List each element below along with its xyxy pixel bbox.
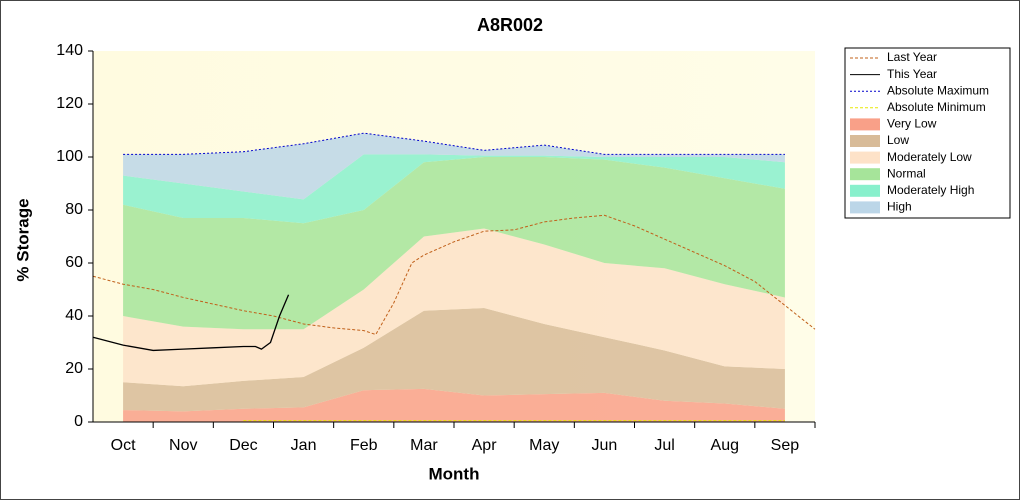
- y-tick-label: 20: [65, 360, 83, 377]
- y-tick-label: 60: [65, 254, 83, 271]
- y-tick-label: 40: [65, 307, 83, 324]
- series-line: [123, 132, 785, 155]
- band-area: [123, 388, 785, 422]
- band-area: [123, 133, 785, 200]
- legend-label: Last Year: [887, 50, 937, 64]
- x-tick-label: Dec: [229, 437, 257, 454]
- x-tick-label: Jul: [654, 437, 674, 454]
- band-area: [123, 157, 785, 330]
- legend-symbol: [850, 135, 880, 147]
- legend-symbol: [850, 168, 880, 181]
- x-tick-label: Oct: [111, 437, 136, 454]
- legend-label: High: [887, 200, 912, 214]
- x-tick-label: Jun: [592, 437, 618, 454]
- series-line: [92, 214, 816, 336]
- legend-symbol: [850, 151, 880, 164]
- legend-symbol: [850, 184, 880, 197]
- x-tick-label: May: [529, 437, 559, 454]
- y-tick-label: 120: [56, 95, 83, 112]
- y-tick-label: 140: [56, 42, 83, 59]
- y-tick-label: 0: [74, 413, 83, 430]
- x-tick-label: Jan: [291, 437, 317, 454]
- x-tick-label: Mar: [410, 437, 438, 454]
- x-axis-label: Month: [429, 464, 480, 483]
- series-line: [92, 294, 290, 352]
- y-tick-label: 100: [56, 148, 83, 165]
- y-tick-label: 80: [65, 201, 83, 218]
- x-tick-label: Aug: [711, 437, 739, 454]
- legend-label: Absolute Minimum: [887, 100, 986, 114]
- legend-label: Moderately Low: [887, 150, 972, 164]
- band-area: [123, 154, 785, 224]
- legend-label: Low: [887, 133, 909, 147]
- legend-label: Absolute Maximum: [887, 83, 989, 97]
- x-tick-label: Apr: [472, 437, 498, 454]
- band-area: [123, 228, 785, 387]
- legend-label: Normal: [887, 166, 926, 180]
- x-tick-label: Feb: [350, 437, 378, 454]
- x-tick-label: Sep: [771, 437, 800, 454]
- x-tick-label: Nov: [169, 437, 197, 454]
- y-axis-label: % Storage: [13, 198, 32, 281]
- legend-label: This Year: [887, 67, 937, 81]
- legend-label: Very Low: [887, 117, 937, 131]
- legend-label: Moderately High: [887, 183, 974, 197]
- chart-title: A8R002: [477, 15, 543, 35]
- legend-symbol: [850, 118, 880, 131]
- band-area: [123, 308, 785, 412]
- legend-symbol: [850, 201, 880, 214]
